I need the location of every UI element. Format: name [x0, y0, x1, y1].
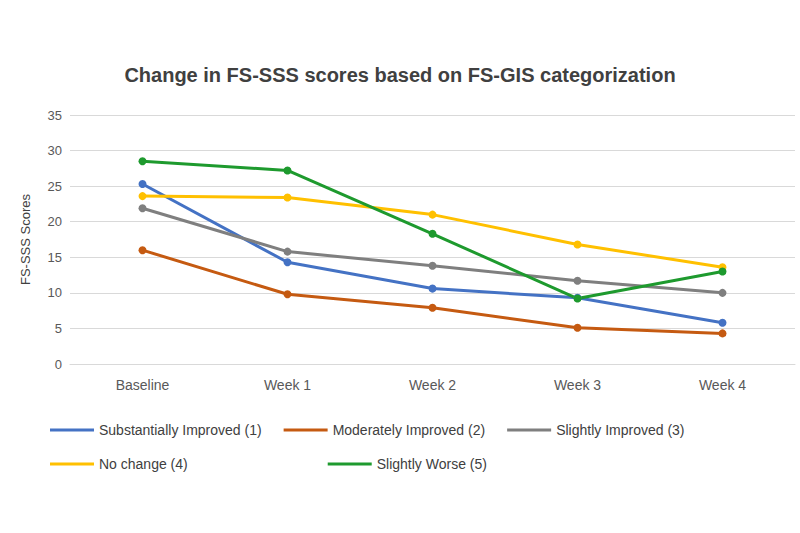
svg-text:25: 25 — [48, 179, 62, 194]
svg-text:15: 15 — [48, 250, 62, 265]
svg-text:Change in FS-SSS scores based: Change in FS-SSS scores based on FS-GIS … — [124, 64, 675, 86]
svg-text:10: 10 — [48, 285, 62, 300]
svg-text:Week 3: Week 3 — [554, 377, 601, 393]
svg-text:Week 2: Week 2 — [409, 377, 456, 393]
svg-text:30: 30 — [48, 143, 62, 158]
svg-text:20: 20 — [48, 214, 62, 229]
svg-text:5: 5 — [55, 321, 62, 336]
svg-text:Baseline: Baseline — [116, 377, 170, 393]
svg-text:Week 4: Week 4 — [699, 377, 746, 393]
svg-text:35: 35 — [48, 108, 62, 123]
svg-text:No change (4): No change (4) — [99, 456, 188, 472]
svg-text:Slightly Improved (3): Slightly Improved (3) — [556, 422, 684, 438]
svg-text:Substantially Improved (1): Substantially Improved (1) — [99, 422, 262, 438]
svg-text:FS-SSS Scores: FS-SSS Scores — [18, 193, 33, 285]
svg-text:Slightly Worse (5): Slightly Worse (5) — [377, 456, 487, 472]
svg-text:Moderately Improved (2): Moderately Improved (2) — [333, 422, 486, 438]
svg-text:Week 1: Week 1 — [264, 377, 311, 393]
svg-text:0: 0 — [55, 357, 62, 372]
